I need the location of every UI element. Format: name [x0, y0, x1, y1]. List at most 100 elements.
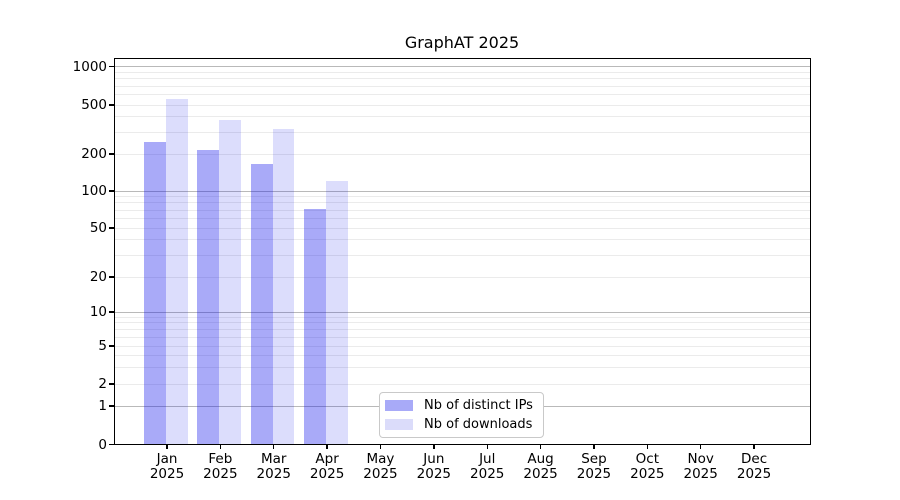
y-gridline-minor — [113, 209, 811, 211]
chart-title: GraphAT 2025 — [404, 33, 520, 52]
y-gridline-minor — [113, 336, 811, 338]
x-tick-year: 2025 — [149, 466, 185, 482]
y-tick — [109, 443, 114, 446]
legend-entry-distinct-ips: Nb of distinct IPs — [385, 398, 537, 413]
y-gridline-minor — [113, 254, 811, 256]
y-gridline-minor — [113, 366, 811, 368]
bar-distinct-ips-apr — [304, 208, 327, 445]
y-gridline-major — [113, 66, 811, 67]
y-tick-label: 50 — [89, 220, 107, 236]
x-tick — [326, 444, 328, 449]
bar-distinct-ips-feb — [197, 150, 220, 445]
y-gridline-minor — [113, 85, 811, 87]
y-tick — [109, 345, 114, 347]
x-tick-month: Nov — [687, 451, 714, 467]
y-tick-label: 1000 — [72, 58, 107, 75]
y-gridline-minor — [113, 227, 811, 229]
y-tick — [109, 190, 114, 192]
x-tick-label: Sep 2025 — [559, 452, 629, 482]
x-tick-month: May — [366, 451, 395, 467]
bar-downloads-mar — [272, 128, 295, 445]
x-tick-label: Oct 2025 — [612, 452, 682, 482]
y-tick — [109, 383, 114, 385]
x-tick — [593, 444, 595, 449]
y-tick-label: 0 — [98, 436, 107, 453]
legend-label-distinct-ips: Nb of distinct IPs — [424, 398, 533, 414]
bar-downloads-apr — [326, 181, 348, 445]
y-tick-label: 200 — [81, 146, 107, 162]
y-gridline-minor — [113, 78, 811, 80]
y-gridline-minor — [113, 217, 811, 219]
x-tick-month: Apr — [315, 451, 339, 467]
y-tick — [109, 65, 114, 68]
y-gridline-minor — [113, 354, 811, 356]
y-gridline-minor — [113, 71, 811, 73]
x-tick — [433, 444, 435, 449]
y-gridline-minor — [113, 153, 811, 155]
x-tick-month: Jul — [479, 451, 496, 467]
x-tick — [166, 444, 168, 449]
x-tick-month: Aug — [527, 451, 554, 467]
x-tick — [539, 444, 542, 449]
x-tick-year: 2025 — [470, 466, 505, 482]
x-tick-label: Jul 2025 — [452, 452, 522, 482]
y-gridline-minor — [113, 131, 811, 133]
legend-label-downloads: Nb of downloads — [424, 416, 533, 432]
x-tick-label: Jun 2025 — [399, 452, 469, 482]
y-tick-label: 5 — [98, 338, 107, 354]
y-gridline-minor — [113, 104, 811, 106]
x-tick-label: Dec 2025 — [719, 452, 789, 482]
x-tick-month: Dec — [741, 451, 768, 467]
y-tick — [109, 276, 114, 278]
y-gridline-minor — [113, 276, 811, 278]
x-tick — [700, 444, 702, 449]
x-tick-label: May 2025 — [345, 452, 415, 482]
y-tick-label: 100 — [81, 183, 107, 199]
x-tick-year: 2025 — [630, 466, 665, 482]
x-tick-month: Jun — [423, 451, 445, 467]
x-tick-label: Jan 2025 — [132, 452, 202, 482]
x-tick-label: Mar 2025 — [239, 452, 309, 482]
y-tick — [109, 153, 114, 155]
x-tick — [379, 444, 382, 449]
x-tick-year: 2025 — [363, 466, 398, 482]
y-tick-label: 2 — [98, 376, 107, 392]
x-tick-year: 2025 — [416, 466, 452, 482]
bar-downloads-jan — [166, 98, 188, 445]
y-tick — [109, 104, 114, 106]
y-tick — [109, 405, 114, 407]
y-gridline-minor — [113, 196, 811, 198]
x-tick-year: 2025 — [256, 466, 291, 482]
y-gridline-minor — [113, 116, 811, 118]
x-tick-label: Nov 2025 — [666, 452, 736, 482]
legend-swatch-distinct-ips-icon — [385, 400, 413, 412]
y-gridline-minor — [113, 316, 811, 318]
y-tick-label: 500 — [81, 97, 107, 113]
y-gridline-minor — [113, 239, 811, 241]
y-gridline-minor — [113, 383, 811, 385]
x-tick — [273, 444, 275, 449]
y-tick — [109, 227, 114, 229]
x-tick — [486, 444, 488, 449]
y-gridline-minor — [113, 94, 811, 96]
x-tick-label: Aug 2025 — [506, 452, 576, 482]
x-tick-month: Jan — [156, 451, 178, 467]
bar-distinct-ips-jan — [144, 142, 166, 445]
legend-entry-downloads: Nb of downloads — [385, 417, 537, 432]
y-gridline-minor — [113, 322, 811, 324]
y-tick-label: 10 — [89, 304, 107, 320]
y-tick-label: 20 — [89, 269, 107, 285]
y-gridline-major — [113, 190, 811, 192]
x-tick-month: Oct — [635, 451, 659, 467]
y-gridline-minor — [113, 328, 811, 330]
y-tick-label: 1 — [98, 398, 107, 414]
x-tick-year: 2025 — [736, 466, 772, 482]
y-tick — [109, 311, 114, 313]
x-tick-month: Feb — [208, 451, 233, 467]
y-gridline-minor — [113, 202, 811, 204]
y-gridline-minor — [113, 345, 811, 347]
x-tick — [646, 444, 649, 449]
legend: Nb of distinct IPs Nb of downloads — [379, 392, 544, 438]
